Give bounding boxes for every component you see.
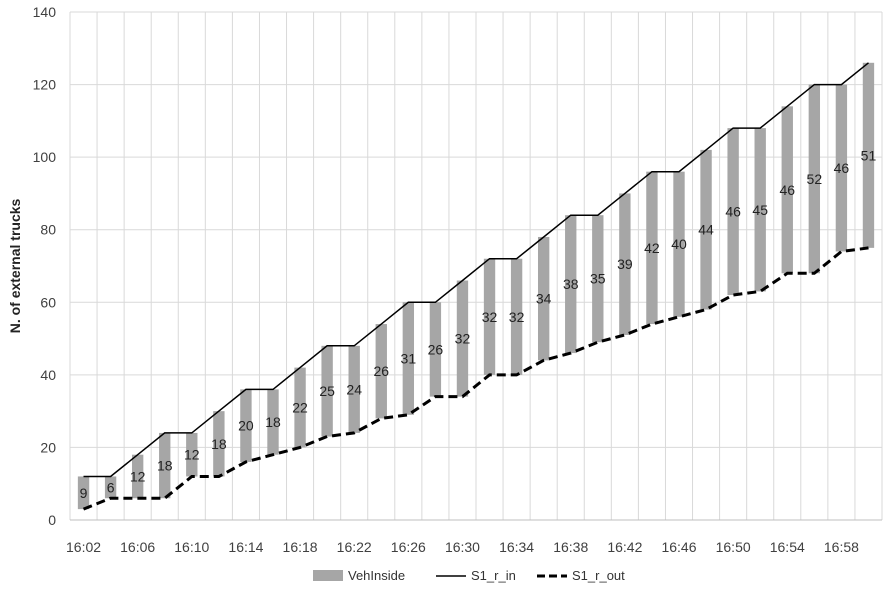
line-s1-r-out [82,246,869,511]
x-tick-label: 16:02 [66,539,101,555]
data-label: 12 [184,447,200,463]
bar-vehinside [348,345,360,433]
lines [82,62,869,511]
bar-vehinside [402,302,415,415]
x-tick-label: 16:58 [824,539,859,555]
bar-vehinside [294,367,306,448]
data-label: 35 [590,271,606,287]
data-label: 24 [346,381,362,397]
data-label: 6 [107,479,115,495]
legend-label-s1-r-in: S1_r_in [471,568,516,583]
bars [77,62,875,510]
x-tick-label: 16:10 [174,539,209,555]
legend-label-vehinside: VehInside [348,568,405,583]
y-tick-label: 60 [40,294,56,310]
x-tick-label: 16:50 [716,539,751,555]
x-tick-label: 16:22 [337,539,372,555]
bar-vehinside [267,389,279,455]
bar-vehinside [646,171,658,325]
data-label: 46 [779,182,795,198]
data-label: 42 [644,240,660,256]
data-label: 39 [617,256,633,272]
data-label: 46 [725,204,741,220]
data-label: 26 [428,341,444,357]
data-label: 18 [211,436,227,452]
y-tick-label: 40 [40,367,56,383]
x-tick-label: 16:06 [120,539,155,555]
legend: VehInside S1_r_in S1_r_out [313,568,625,583]
bar-vehinside [240,389,252,462]
data-label: 45 [752,202,768,218]
y-tick-label: 120 [33,77,57,93]
bar-vehinside [510,258,523,375]
data-label: 18 [157,458,173,474]
bar-vehinside [781,106,793,274]
data-label: 20 [238,418,254,434]
x-tick-labels: 16:02 16:06 16:10 16:14 16:18 16:22 16:26 16:30… [66,539,859,555]
data-label: 51 [861,147,877,163]
y-tick-label: 100 [33,149,57,165]
bar-vehinside [131,454,144,499]
y-tick-label: 0 [48,512,56,528]
data-label: 26 [373,363,389,379]
data-label: 31 [401,351,417,367]
data-label: 40 [671,236,687,252]
x-tick-label: 16:38 [553,539,588,555]
data-labels: 9 6 12 18 12 18 20 18 22 25 24 26 31 26 32 32 32 34 38 35 39… [80,147,877,500]
bar-vehinside [700,149,712,310]
y-tick-labels: 0 20 40 60 80 100 120 140 [33,4,57,528]
bar-vehinside [592,215,604,343]
x-tick-label: 16:14 [228,539,263,555]
data-label: 32 [482,309,498,325]
bar-vehinside [375,324,387,419]
data-label: 12 [130,468,146,484]
legend-label-s1-r-out: S1_r_out [572,568,625,583]
x-tick-label: 16:26 [391,539,426,555]
data-label: 22 [292,400,308,416]
x-tick-label: 16:34 [499,539,534,555]
bar-vehinside [483,258,496,375]
data-label: 52 [807,171,823,187]
y-tick-label: 20 [40,439,56,455]
data-label: 32 [509,309,525,325]
x-tick-label: 16:18 [283,539,318,555]
bar-vehinside [77,476,90,510]
legend-swatch-vehinside [313,570,343,581]
bar-vehinside [456,280,469,397]
data-label: 32 [455,331,471,347]
bar-vehinside [835,84,848,252]
data-label: 18 [265,414,281,430]
grid [69,11,883,521]
bar-vehinside [104,476,117,499]
bar-vehinside [213,411,225,477]
bar-vehinside [565,215,577,354]
bar-vehinside [673,171,685,317]
bar-vehinside [754,128,766,292]
y-tick-label: 80 [40,222,56,238]
line-s1-r-in [83,62,869,478]
bar-vehinside [727,128,739,296]
bar-vehinside [159,432,171,499]
bar-vehinside [429,302,442,397]
x-tick-label: 16:42 [607,539,642,555]
bar-vehinside [808,84,821,274]
data-label: 46 [834,160,850,176]
y-tick-label: 140 [33,4,57,20]
bar-vehinside [321,345,333,437]
x-tick-label: 16:46 [661,539,696,555]
data-label: 34 [536,291,552,307]
x-tick-label: 16:54 [770,539,805,555]
bar-vehinside [862,62,875,248]
bar-vehinside [537,236,550,361]
data-label: 9 [80,485,88,501]
data-label: 25 [319,383,335,399]
bar-vehinside [619,193,631,335]
data-label: 44 [698,222,714,238]
x-tick-label: 16:30 [445,539,480,555]
data-label: 38 [563,276,579,292]
bar-vehinside [186,432,198,477]
y-axis-label: N. of external trucks [7,198,23,333]
